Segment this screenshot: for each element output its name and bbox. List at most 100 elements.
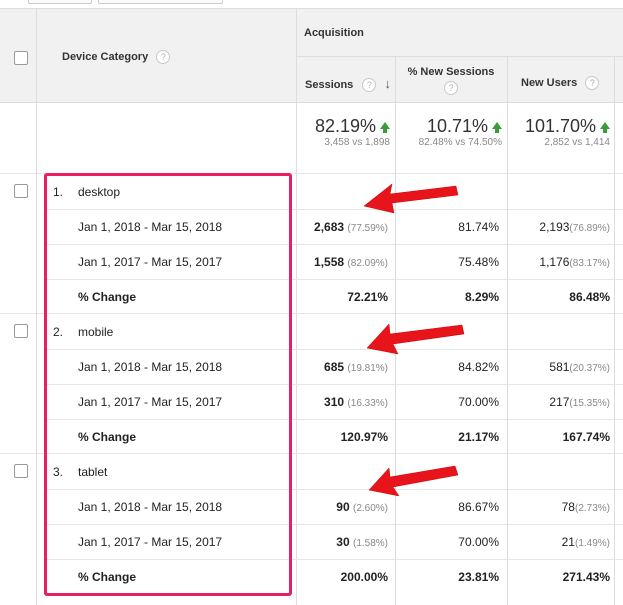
device-name-tablet[interactable]: tablet: [78, 465, 108, 479]
change-label: % Change: [78, 290, 137, 304]
date-range-label: Jan 1, 2017 - Mar 15, 2017: [78, 395, 223, 409]
sessions-label: Sessions: [305, 79, 354, 91]
sessions-value: 310: [324, 395, 345, 409]
annotation-arrow-mobile: [366, 323, 465, 355]
change-new-users: 86.48%: [569, 290, 610, 304]
new-users-share: (2.73%): [574, 503, 610, 514]
row-checkbox[interactable]: [14, 324, 28, 338]
change-sessions: 120.97%: [340, 430, 388, 444]
row-divider: [44, 419, 623, 420]
new-sessions-cell: 70.00%: [458, 395, 499, 409]
sessions-value: 2,683: [314, 220, 345, 234]
acquisition-group-header: Acquisition: [304, 27, 364, 39]
change-sessions: 72.21%: [347, 290, 388, 304]
sessions-value: 30: [336, 535, 350, 549]
group-number: 3.: [53, 465, 64, 479]
column-divider: [296, 8, 297, 605]
new-users-cell: 581(20.37%): [508, 360, 610, 374]
sessions-cell: 685 (19.81%): [296, 360, 388, 374]
row-divider: [44, 244, 623, 245]
change-label: % Change: [78, 430, 137, 444]
row-divider: [44, 384, 623, 385]
new-users-value: 1,176: [539, 255, 570, 269]
help-icon[interactable]: ?: [156, 50, 171, 64]
device-name-desktop[interactable]: desktop: [78, 185, 121, 199]
total-sessions-compare: 3,458 vs 1,898: [324, 137, 390, 148]
row-divider: [44, 209, 623, 210]
new-users-value: 581: [549, 360, 570, 374]
new-sessions-cell: 81.74%: [458, 220, 499, 234]
new-sessions-label: % New Sessions: [407, 66, 495, 78]
new-sessions-cell: 70.00%: [458, 535, 499, 549]
total-new-sessions-compare: 82.48% vs 74.50%: [418, 137, 502, 148]
toolbar-button-left[interactable]: [28, 0, 92, 4]
sessions-value: 685: [324, 360, 345, 374]
new-users-value: 2,193: [539, 220, 570, 234]
new-users-value: 217: [549, 395, 570, 409]
device-name-mobile[interactable]: mobile: [78, 325, 114, 339]
row-checkbox[interactable]: [14, 464, 28, 478]
column-divider: [507, 56, 508, 605]
total-new-sessions-value: 10.71%: [426, 116, 488, 136]
sessions-cell: 2,683 (77.59%): [296, 220, 388, 234]
new-users-share: (76.89%): [569, 223, 610, 234]
new-users-share: (15.35%): [569, 398, 610, 409]
new-sessions-cell: 84.82%: [458, 360, 499, 374]
help-icon[interactable]: ?: [585, 76, 600, 90]
new-users-share: (20.37%): [569, 363, 610, 374]
change-new-sessions: 23.81%: [458, 570, 499, 584]
column-header-device-category[interactable]: Device Category ?: [62, 50, 171, 64]
row-divider: [0, 173, 623, 174]
table-header: [0, 8, 623, 103]
new-users-cell: 217(15.35%): [508, 395, 610, 409]
new-users-cell: 1,176(83.17%): [508, 255, 610, 269]
toolbar-button-right[interactable]: [98, 0, 223, 4]
total-new-sessions: 10.71% 82.48% vs 74.50%: [396, 116, 502, 148]
sessions-share: (16.33%): [347, 398, 388, 409]
new-users-label: New Users: [521, 76, 578, 89]
total-sessions: 82.19% 3,458 vs 1,898: [296, 116, 390, 148]
change-sessions: 200.00%: [340, 570, 388, 584]
change-new-sessions: 8.29%: [464, 290, 499, 304]
sessions-cell: 310 (16.33%): [296, 395, 388, 409]
column-header-sessions[interactable]: Sessions ? ↓: [305, 76, 391, 93]
row-divider: [44, 524, 623, 525]
annotation-arrow-tablet: [368, 465, 459, 497]
sessions-cell: 90 (2.60%): [296, 500, 388, 514]
row-divider: [0, 313, 623, 314]
sessions-share: (1.58%): [352, 538, 388, 549]
group-number: 1.: [53, 185, 64, 199]
help-icon[interactable]: ?: [362, 78, 377, 93]
header-checkbox[interactable]: [14, 51, 28, 65]
up-arrow-icon: [492, 121, 502, 133]
column-header-new-sessions[interactable]: % New Sessions ?: [396, 66, 506, 95]
date-range-label: Jan 1, 2018 - Mar 15, 2018: [78, 360, 223, 374]
highlight-box: [44, 173, 292, 596]
row-divider: [0, 453, 623, 454]
sessions-share: (19.81%): [347, 363, 388, 374]
group-number: 2.: [53, 325, 64, 339]
sort-descending-icon[interactable]: ↓: [384, 76, 391, 91]
device-category-label: Device Category: [62, 50, 149, 63]
new-users-cell: 78(2.73%): [508, 500, 610, 514]
total-new-users: 101.70% 2,852 vs 1,414: [508, 116, 610, 148]
sessions-cell: 1,558 (82.09%): [296, 255, 388, 269]
column-header-new-users[interactable]: New Users ?: [521, 76, 600, 90]
date-range-label: Jan 1, 2017 - Mar 15, 2017: [78, 535, 223, 549]
up-arrow-icon: [600, 121, 610, 133]
acquisition-divider: [296, 56, 623, 57]
sessions-share: (82.09%): [347, 258, 388, 269]
total-sessions-value: 82.19%: [314, 116, 376, 136]
row-checkbox[interactable]: [14, 184, 28, 198]
sessions-value: 1,558: [314, 255, 345, 269]
row-divider: [44, 349, 623, 350]
change-label: % Change: [78, 570, 137, 584]
row-divider: [44, 279, 623, 280]
column-divider: [395, 56, 396, 605]
help-icon[interactable]: ?: [444, 81, 458, 95]
total-new-users-value: 101.70%: [524, 116, 596, 136]
new-users-value: 78: [561, 500, 575, 514]
sessions-value: 90: [336, 500, 350, 514]
sessions-share: (2.60%): [352, 503, 388, 514]
new-users-cell: 2,193(76.89%): [508, 220, 610, 234]
